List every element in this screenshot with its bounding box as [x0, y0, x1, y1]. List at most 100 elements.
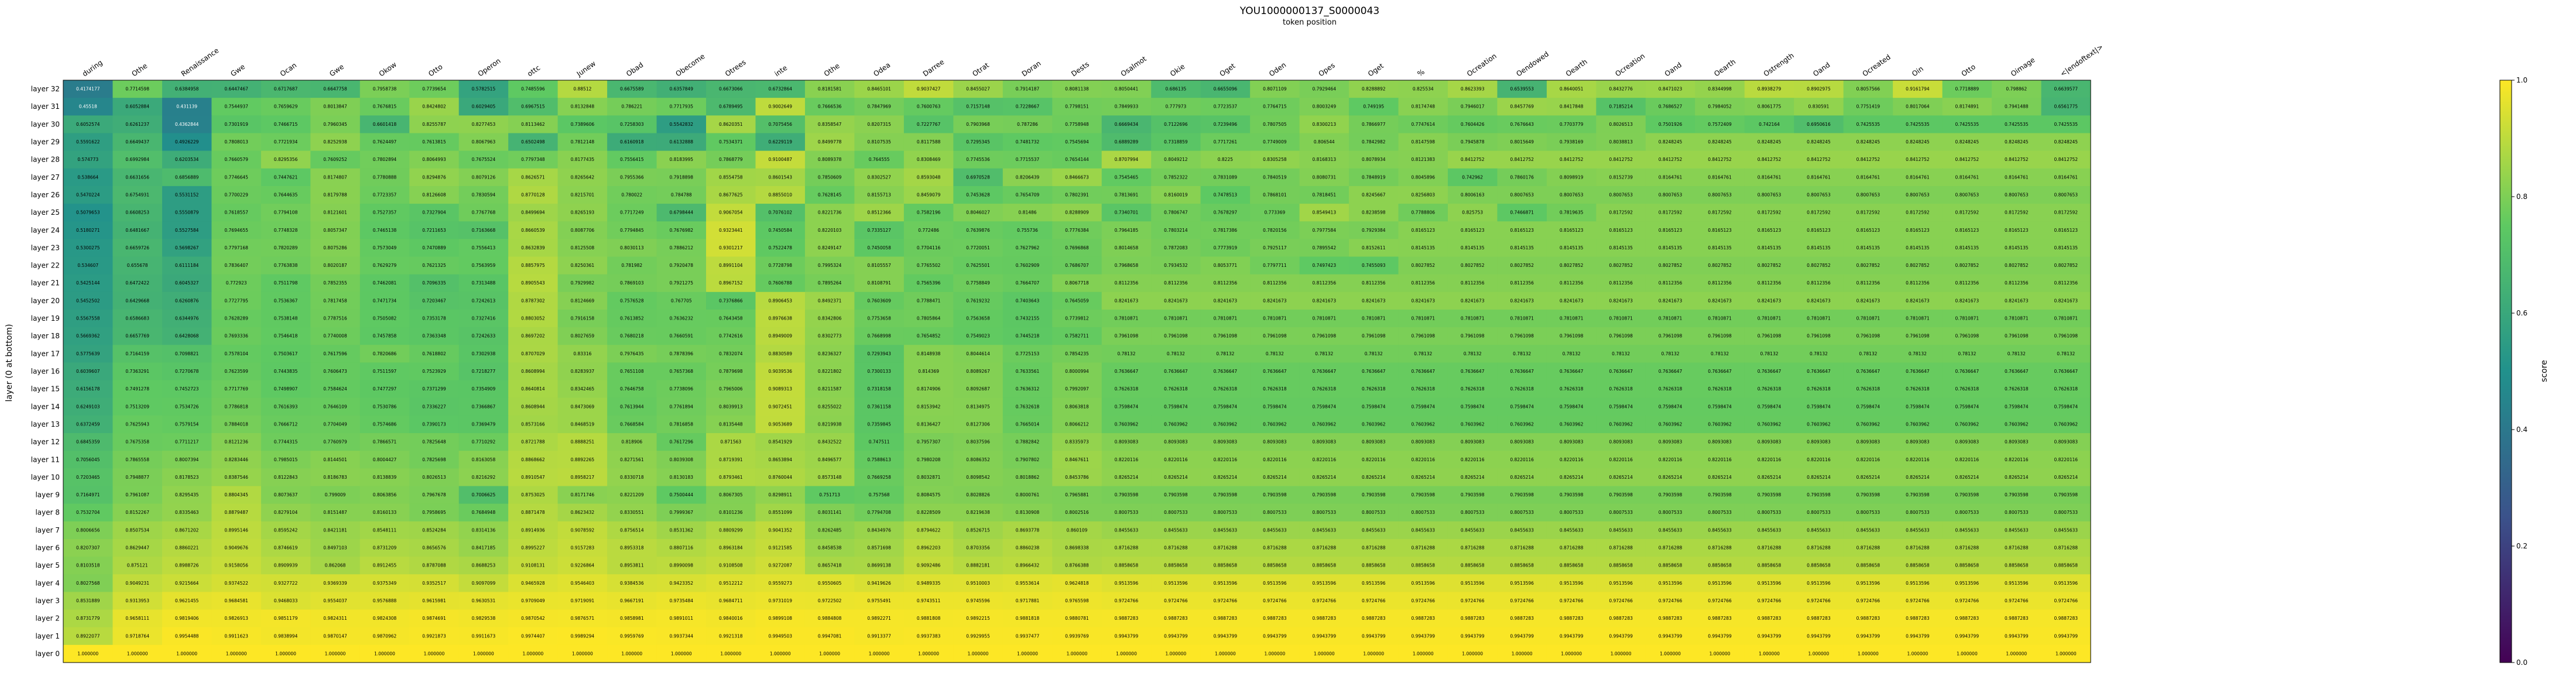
cell-value-label: 0.8976638: [768, 316, 792, 321]
cell-value-label: 0.8593048: [917, 174, 941, 180]
cell-value-label: 1.000000: [720, 651, 741, 656]
heatmap-cell: [409, 609, 460, 628]
cell-value-label: 0.9887283: [1906, 616, 1930, 621]
cell-value-label: 0.8026513: [422, 475, 446, 480]
heatmap-cell: [1299, 644, 1349, 663]
cell-value-label: 0.8241673: [1164, 298, 1188, 303]
cell-value-label: 0.7425535: [1856, 122, 1880, 127]
cell-value-label: 0.7582711: [1065, 334, 1089, 339]
cell-value-label: 1.000000: [1067, 651, 1088, 656]
cell-value-label: 0.7903598: [1263, 492, 1287, 497]
cell-value-label: 0.8412752: [1807, 157, 1831, 162]
heatmap-cell: [557, 98, 608, 116]
heatmap-cell: [359, 380, 410, 399]
cell-value-label: 0.8112356: [2054, 280, 2078, 286]
cell-value-label: 0.7603609: [867, 298, 891, 303]
heatmap-cell: [1447, 291, 1498, 310]
cell-value-label: 0.7603962: [1411, 421, 1435, 427]
cell-value-label: 0.6732864: [768, 87, 792, 92]
cell-value-label: 0.8265214: [1263, 475, 1287, 480]
heatmap-cell: [903, 380, 954, 399]
cell-value-label: 0.7626318: [1856, 386, 1880, 392]
cell-value-label: 0.8145135: [1856, 245, 1880, 251]
cell-value-label: 1.000000: [1166, 651, 1187, 656]
cell-value-label: 0.8716288: [1115, 545, 1139, 551]
heatmap-cell: [953, 644, 1003, 663]
heatmap-cell: [1843, 433, 1893, 451]
heatmap-cell: [211, 415, 262, 434]
cell-value-label: 0.7626318: [1411, 386, 1435, 392]
cell-value-label: 0.7626318: [2005, 386, 2029, 392]
cell-value-label: 0.742962: [1462, 174, 1483, 180]
cell-value-label: 0.7810871: [1609, 316, 1633, 321]
cell-value-label: 0.7598474: [1362, 404, 1386, 409]
cell-value-label: 0.8716288: [1609, 545, 1633, 551]
cell-value-label: 0.7450058: [867, 245, 891, 251]
heatmap-cell: [458, 468, 509, 486]
heatmap-cell: [508, 521, 559, 540]
heatmap-cell: [1101, 150, 1152, 169]
heatmap-cell: [1447, 433, 1498, 451]
heatmap-cell: [1299, 345, 1349, 363]
cell-value-label: 0.8238598: [1362, 210, 1386, 215]
heatmap-cell: [903, 80, 954, 98]
heatmap-cell: [261, 627, 311, 646]
cell-value-label: 0.8112356: [1115, 280, 1139, 286]
heatmap-cell: [1151, 186, 1201, 204]
cell-value-label: 0.8412752: [2005, 157, 2029, 162]
heatmap-cell: [804, 521, 855, 540]
cell-value-label: 0.8248245: [1856, 139, 1880, 145]
cell-value-label: 0.8455633: [1461, 527, 1485, 533]
heatmap-cell: [1744, 503, 1794, 522]
heatmap-cell: [1992, 627, 2042, 646]
heatmap-cell: [1200, 486, 1251, 505]
heatmap-cell: [162, 627, 212, 646]
heatmap-cell: [1447, 521, 1498, 540]
cell-value-label: 0.9745596: [966, 598, 990, 603]
heatmap-cell: [1250, 239, 1300, 258]
cell-value-label: 0.8265214: [1906, 475, 1930, 480]
cell-value-label: 0.7696868: [1065, 245, 1089, 251]
cell-value-label: 0.8121236: [224, 440, 248, 445]
heatmap-cell: [1942, 150, 1992, 169]
cell-value-label: 0.8855010: [768, 192, 792, 197]
heatmap-cell: [162, 468, 212, 486]
heatmap-cell: [1794, 80, 1844, 98]
heatmap-cell: [1151, 221, 1201, 239]
cell-value-label: 0.8050441: [1115, 87, 1139, 92]
x-tick-label: Oden: [1268, 61, 1287, 78]
heatmap-cell: [903, 486, 954, 505]
cell-value-label: 0.9724766: [2005, 598, 2029, 603]
heatmap-cell: [1250, 309, 1300, 328]
cell-value-label: 0.7817458: [323, 298, 347, 303]
heatmap-cell: [1002, 345, 1053, 363]
heatmap-cell: [953, 415, 1003, 434]
cell-value-label: 0.7985015: [274, 457, 298, 462]
cell-value-label: 0.8093083: [1955, 440, 1979, 445]
heatmap-cell: [903, 521, 954, 540]
heatmap-cell: [508, 486, 559, 505]
heatmap-cell: [409, 274, 460, 293]
cell-value-label: 0.8640814: [521, 386, 545, 392]
cell-value-label: 1.000000: [77, 651, 98, 656]
cell-value-label: 0.9513596: [1461, 581, 1485, 586]
cell-value-label: 0.9161794: [1906, 87, 1930, 92]
heatmap-cell: [953, 98, 1003, 116]
cell-value-label: 0.9887283: [1411, 616, 1435, 621]
cell-value-label: 0.8879487: [224, 510, 248, 515]
cell-value-label: 0.8573166: [521, 421, 545, 427]
heatmap-cell: [1695, 380, 1745, 399]
cell-value-label: 0.8112356: [2005, 280, 2029, 286]
heatmap-cell: [1200, 362, 1251, 381]
heatmap-cell: [1546, 557, 1597, 575]
cell-value-label: 0.7721934: [274, 139, 298, 145]
cell-value-label: 0.7478513: [1214, 192, 1238, 197]
heatmap-cell: [211, 521, 262, 540]
cell-value-label: 0.8265214: [1461, 475, 1485, 480]
heatmap-cell: [1299, 115, 1349, 133]
heatmap-cell: [854, 150, 905, 169]
heatmap-cell: [162, 397, 212, 416]
cell-value-label: 0.7999367: [670, 510, 694, 515]
heatmap-cell: [261, 397, 311, 416]
heatmap-cell: [1052, 451, 1102, 469]
